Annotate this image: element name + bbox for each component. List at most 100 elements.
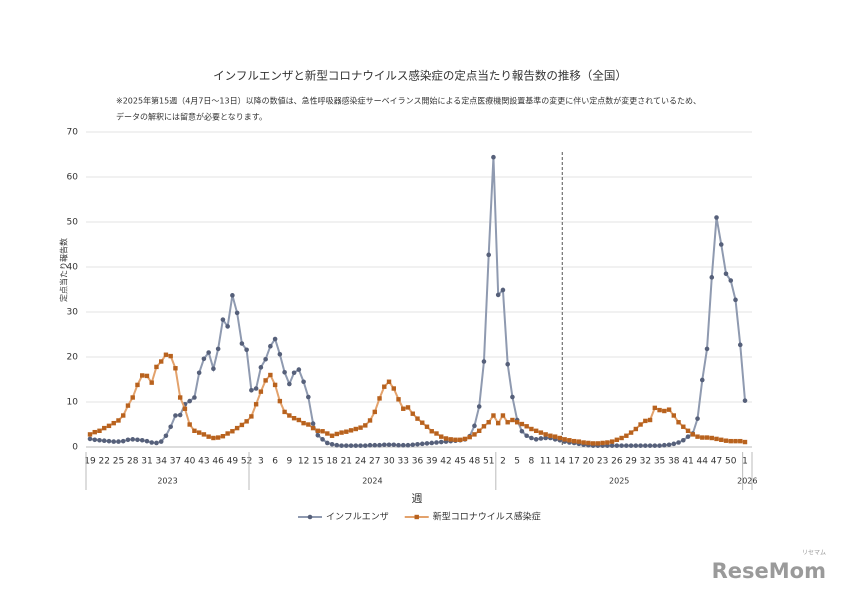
marker [282,409,287,415]
marker [477,428,482,433]
x-axis-label: 週 [412,492,423,505]
marker [116,439,121,444]
x-tick-label: 41 [682,457,693,467]
marker [434,440,439,445]
x-tick-label: 23 [597,457,608,467]
marker [633,443,639,448]
marker [657,407,662,413]
x-tick-label: 43 [198,457,209,467]
marker [419,441,425,447]
legend-label: 新型コロナウイルス感染症 [433,511,541,523]
marker [187,398,192,404]
marker [434,431,439,436]
x-tick-label: 35 [654,457,665,467]
y-tick-label: 40 [67,263,79,273]
y-tick-label: 20 [67,353,79,363]
marker [154,440,159,446]
marker [135,437,140,443]
marker [728,438,733,444]
marker [529,426,534,432]
x-tick-label: 25 [113,457,124,467]
marker [567,438,572,443]
marker [310,425,316,431]
marker [695,416,700,421]
marker [130,395,135,400]
marker [476,404,482,409]
marker [728,278,734,283]
marker [737,342,743,348]
marker [367,418,373,423]
marker [272,336,278,342]
marker [196,430,202,435]
marker [125,403,131,408]
marker [372,442,378,448]
marker [239,341,245,346]
marker [657,443,662,448]
marker [742,439,748,445]
marker [524,424,529,429]
marker [524,433,529,439]
marker [277,352,283,357]
x-tick-label: 52 [241,457,252,467]
marker [543,432,548,437]
x-tick-label: 33 [398,457,409,467]
marker [135,382,140,388]
marker [310,421,316,426]
x-tick-label: 15 [312,457,323,467]
marker [391,442,397,448]
marker [106,423,112,429]
marker [562,437,567,442]
x-tick-label: 50 [725,457,737,467]
marker [519,421,525,427]
marker [699,377,705,383]
marker [714,436,719,442]
marker [605,440,610,445]
y-tick-label: 50 [67,218,79,228]
marker [619,443,624,448]
marker [168,353,173,359]
marker [410,411,415,416]
marker [158,439,164,444]
marker [643,418,648,424]
marker [163,433,169,439]
marker [353,426,358,432]
marker [491,154,496,160]
marker [325,431,330,436]
marker [676,440,681,445]
marker [258,365,264,370]
marker [671,441,677,447]
marker [106,438,112,444]
y-tick-label: 30 [67,308,79,318]
x-tick-label: 42 [440,457,451,467]
marker [514,420,520,425]
marker [92,437,98,443]
marker [87,432,93,437]
marker [358,425,363,430]
x-tick-label: 34 [155,457,167,467]
marker [495,420,501,426]
marker [177,412,183,418]
marker [719,437,724,442]
x-tick-label: 2 [500,457,506,467]
marker [505,361,510,367]
marker [671,413,677,418]
marker [92,429,97,435]
marker [249,388,254,393]
marker [633,426,639,432]
marker [462,436,468,442]
marker [529,435,534,441]
x-tick-label: 11 [540,457,551,467]
marker [405,405,411,410]
marker [405,442,411,448]
marker [263,356,268,362]
marker [738,438,743,444]
marker [339,430,344,435]
marker [206,350,211,355]
marker [652,405,658,411]
x-tick-label: 46 [212,457,224,467]
marker [353,443,359,448]
marker [733,438,738,444]
x-tick-label: 40 [184,457,196,467]
marker [481,424,487,429]
marker [268,372,273,378]
